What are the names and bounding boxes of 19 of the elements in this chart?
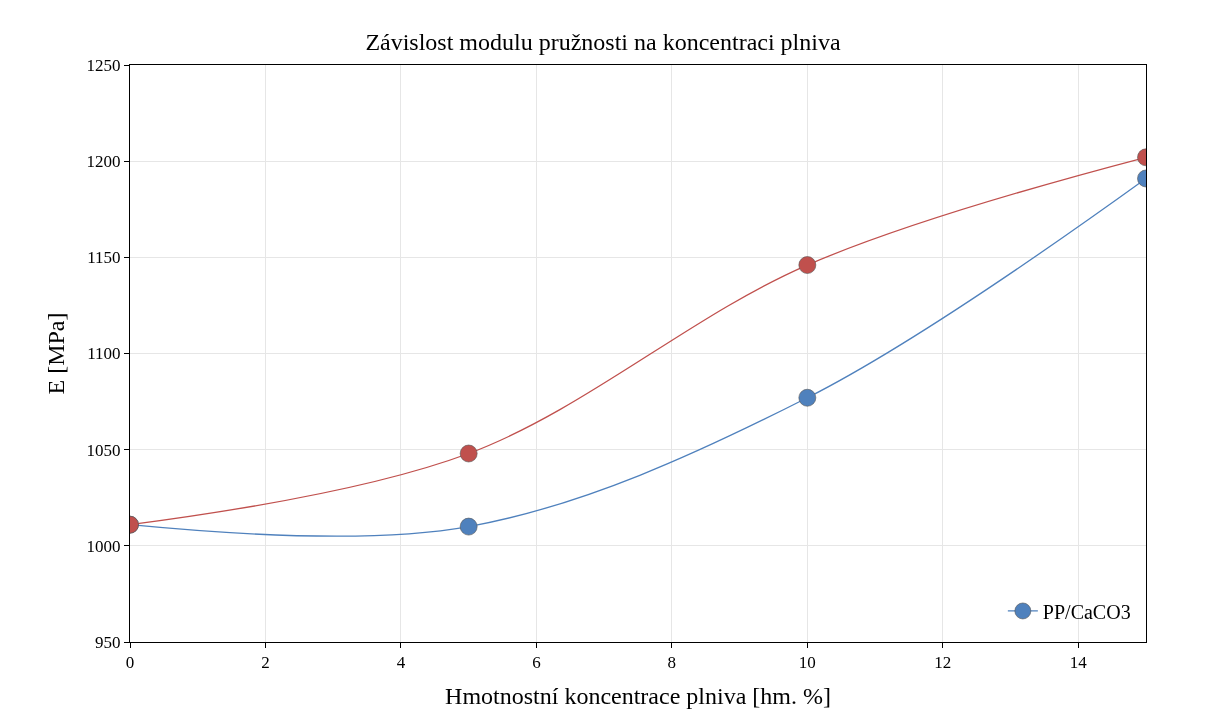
- y-tick-label: 1050: [86, 440, 121, 460]
- x-tick-label: 14: [1069, 653, 1088, 673]
- y-tick-label: 1250: [86, 55, 121, 75]
- x-tick-label: 0: [125, 653, 135, 673]
- x-tick-label: 4: [396, 653, 406, 673]
- y-tick-label: 1000: [86, 536, 121, 556]
- x-tick-label: 12: [934, 653, 952, 673]
- y-tick-label: 1150: [87, 248, 121, 268]
- x-tick-label: 6: [532, 653, 541, 673]
- y-tick-label: 1100: [87, 344, 121, 364]
- y-tick-label: 950: [95, 632, 121, 652]
- y-axis-title: E [MPa]: [42, 312, 69, 395]
- x-tick-label: 10: [798, 653, 816, 673]
- legend-label: PP/CaCO3: [1042, 600, 1131, 623]
- y-tick-label: 1200: [86, 152, 121, 172]
- x-tick-label: 2: [261, 653, 270, 673]
- x-axis-title: Hmotnostní koncentrace plniva [hm. %]: [445, 682, 831, 709]
- x-tick-label: 8: [667, 653, 677, 673]
- chart-title: Závislost modulu pružnosti na koncentraci plniva: [365, 28, 841, 55]
